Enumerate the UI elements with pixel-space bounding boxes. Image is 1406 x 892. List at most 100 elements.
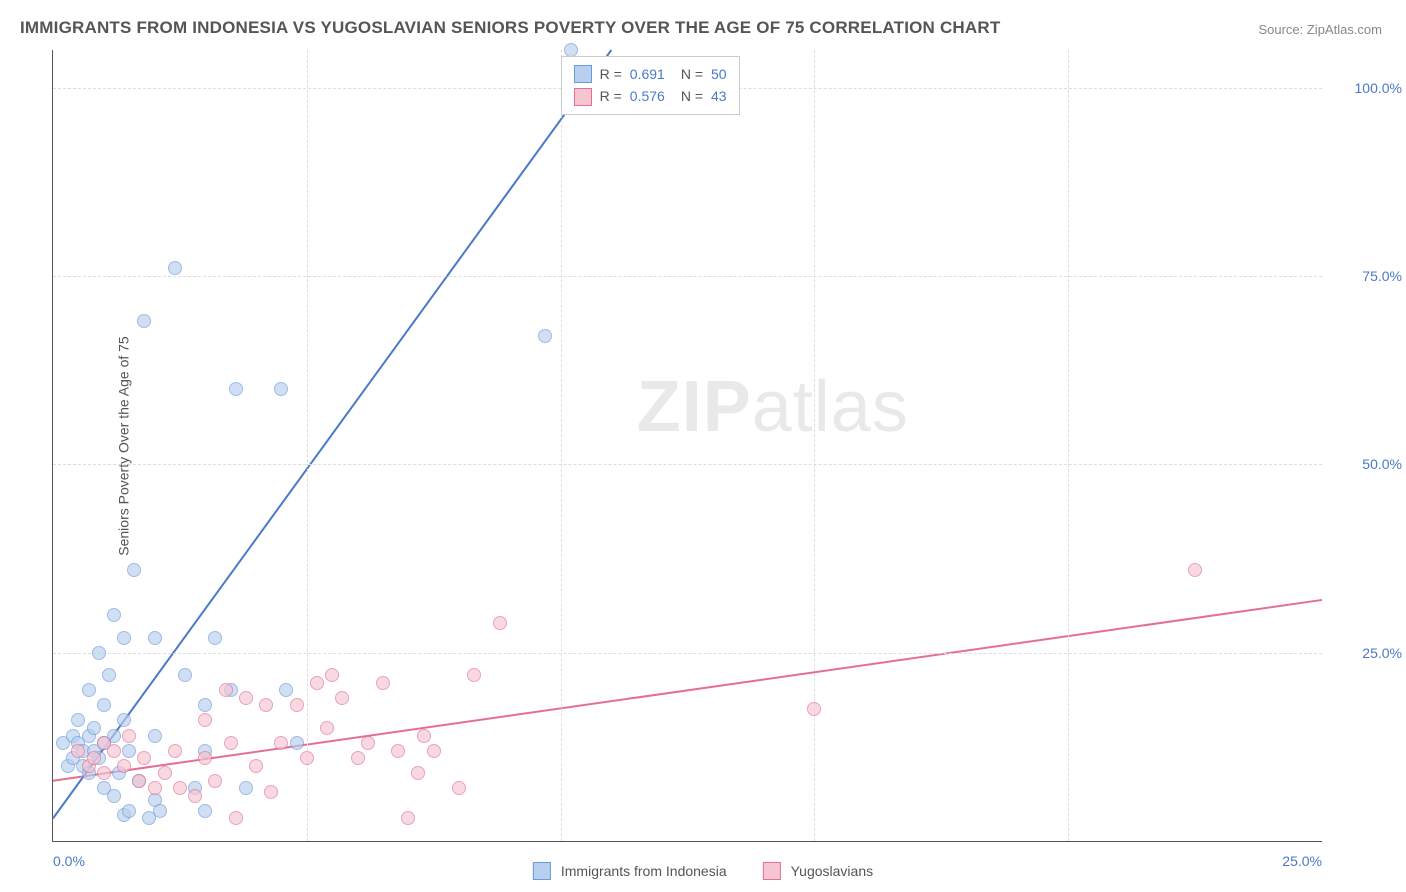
scatter-point: [71, 744, 85, 758]
scatter-point: [127, 563, 141, 577]
scatter-point: [239, 781, 253, 795]
scatter-point: [148, 781, 162, 795]
gridline-horizontal: [53, 653, 1322, 654]
legend-n-value: 43: [711, 85, 727, 107]
source-name: ZipAtlas.com: [1307, 22, 1382, 37]
watermark: ZIPatlas: [637, 366, 909, 448]
scatter-point: [178, 668, 192, 682]
legend-r-value: 0.576: [630, 85, 665, 107]
scatter-point: [107, 744, 121, 758]
legend-item-series-1: Immigrants from Indonesia: [533, 862, 727, 880]
scatter-point: [224, 736, 238, 750]
scatter-point: [467, 668, 481, 682]
scatter-point: [264, 785, 278, 799]
scatter-point: [279, 683, 293, 697]
legend-r-label: R =: [600, 63, 622, 85]
legend-n-label: N =: [681, 63, 703, 85]
watermark-bold: ZIP: [637, 367, 752, 447]
scatter-point: [320, 721, 334, 735]
legend-bottom: Immigrants from Indonesia Yugoslavians: [533, 862, 873, 880]
scatter-point: [411, 766, 425, 780]
scatter-point: [391, 744, 405, 758]
scatter-point: [427, 744, 441, 758]
scatter-point: [117, 631, 131, 645]
scatter-point: [158, 766, 172, 780]
scatter-point: [208, 631, 222, 645]
scatter-point: [208, 774, 222, 788]
watermark-rest: atlas: [752, 367, 909, 447]
legend-swatch: [574, 65, 592, 83]
scatter-point: [188, 789, 202, 803]
scatter-point: [401, 811, 415, 825]
scatter-point: [538, 329, 552, 343]
scatter-point: [452, 781, 466, 795]
scatter-point: [493, 616, 507, 630]
scatter-point: [274, 736, 288, 750]
trend-line: [53, 50, 611, 818]
scatter-point: [335, 691, 349, 705]
legend-n-value: 50: [711, 63, 727, 85]
trend-lines-svg: [53, 50, 1322, 841]
scatter-point: [122, 804, 136, 818]
scatter-point: [198, 698, 212, 712]
scatter-point: [361, 736, 375, 750]
scatter-point: [168, 261, 182, 275]
scatter-point: [107, 608, 121, 622]
scatter-point: [325, 668, 339, 682]
scatter-point: [198, 751, 212, 765]
chart-title: IMMIGRANTS FROM INDONESIA VS YUGOSLAVIAN…: [20, 18, 1000, 38]
scatter-point: [351, 751, 365, 765]
scatter-point: [274, 382, 288, 396]
legend-stats-row: R = 0.691 N = 50: [574, 63, 727, 85]
gridline-horizontal: [53, 464, 1322, 465]
scatter-point: [290, 736, 304, 750]
legend-stats-box: R = 0.691 N = 50R = 0.576 N = 43: [561, 56, 740, 115]
scatter-point: [173, 781, 187, 795]
scatter-point: [137, 314, 151, 328]
scatter-point: [148, 631, 162, 645]
scatter-point: [87, 721, 101, 735]
scatter-point: [239, 691, 253, 705]
scatter-point: [417, 729, 431, 743]
scatter-point: [102, 668, 116, 682]
scatter-point: [229, 382, 243, 396]
scatter-point: [107, 789, 121, 803]
scatter-point: [300, 751, 314, 765]
scatter-point: [219, 683, 233, 697]
scatter-point: [122, 729, 136, 743]
scatter-point: [229, 811, 243, 825]
scatter-point: [259, 698, 273, 712]
scatter-point: [168, 744, 182, 758]
x-tick-label: 25.0%: [1282, 853, 1322, 869]
legend-swatch-2: [763, 862, 781, 880]
scatter-point: [117, 759, 131, 773]
source-attribution: Source: ZipAtlas.com: [1258, 22, 1382, 37]
scatter-point: [807, 702, 821, 716]
scatter-point: [290, 698, 304, 712]
source-prefix: Source:: [1258, 22, 1306, 37]
y-tick-label: 25.0%: [1330, 645, 1402, 661]
legend-label-1: Immigrants from Indonesia: [561, 863, 727, 879]
gridline-vertical: [814, 50, 815, 841]
x-tick-label: 0.0%: [53, 853, 85, 869]
legend-stats-row: R =0.576N =43: [574, 85, 727, 107]
legend-label-2: Yugoslavians: [791, 863, 874, 879]
gridline-vertical: [561, 50, 562, 841]
scatter-point: [376, 676, 390, 690]
legend-r-value: 0.691: [630, 63, 665, 85]
y-tick-label: 50.0%: [1330, 456, 1402, 472]
chart-container: IMMIGRANTS FROM INDONESIA VS YUGOSLAVIAN…: [0, 0, 1406, 892]
scatter-point: [92, 646, 106, 660]
scatter-point: [249, 759, 263, 773]
scatter-point: [122, 744, 136, 758]
scatter-point: [148, 729, 162, 743]
scatter-point: [97, 766, 111, 780]
scatter-point: [82, 683, 96, 697]
y-tick-label: 100.0%: [1330, 80, 1402, 96]
gridline-vertical: [1068, 50, 1069, 841]
scatter-point: [564, 43, 578, 57]
scatter-point: [137, 751, 151, 765]
scatter-point: [132, 774, 146, 788]
scatter-point: [117, 713, 131, 727]
legend-n-label: N =: [681, 85, 703, 107]
